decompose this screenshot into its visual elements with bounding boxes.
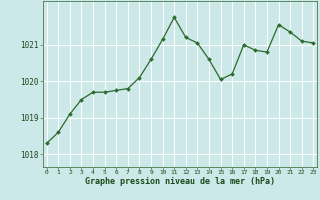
X-axis label: Graphe pression niveau de la mer (hPa): Graphe pression niveau de la mer (hPa) [85,177,275,186]
